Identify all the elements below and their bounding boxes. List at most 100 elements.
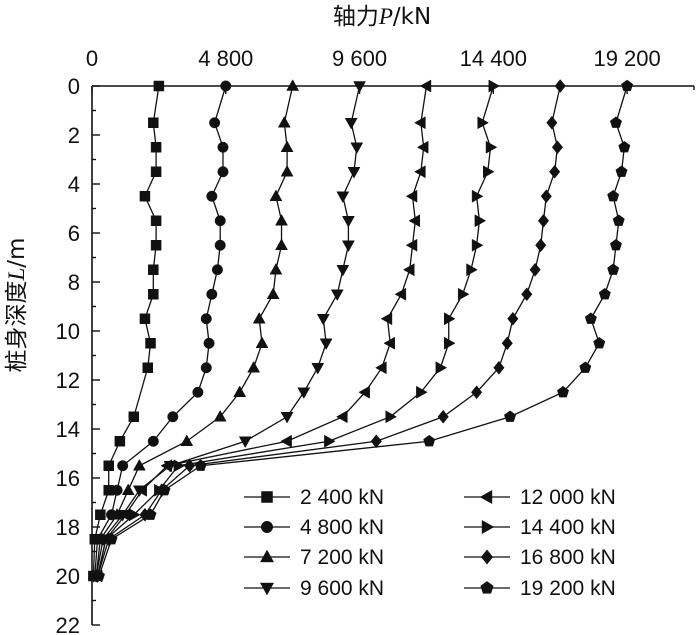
legend-label: 9 600 kN [300, 577, 384, 600]
marker-triangle-down [319, 338, 333, 351]
marker-pentagon [598, 287, 611, 300]
marker-triangle-up [247, 360, 261, 373]
marker-circle [220, 80, 232, 92]
marker-circle [260, 520, 274, 534]
legend-item: 9 600 kN [244, 577, 384, 600]
legend-label: 7 200 kN [300, 546, 384, 569]
marker-triangle-up [275, 238, 288, 250]
marker-triangle-up [233, 385, 247, 397]
y-tick-label: 8 [68, 270, 80, 295]
marker-pentagon [144, 508, 157, 520]
series-8 [92, 79, 634, 582]
x-axis-title: 轴力P/kN [333, 4, 431, 30]
marker-square [139, 191, 151, 202]
marker-triangle-down [316, 314, 330, 326]
marker-square [153, 80, 165, 92]
y-tick-label: 0 [68, 74, 80, 99]
marker-diamond [370, 434, 382, 449]
y-tick-label: 12 [56, 368, 80, 393]
x-tick-label: 14 400 [460, 46, 527, 71]
marker-pentagon [579, 361, 592, 373]
marker-triangle-left [280, 434, 292, 448]
marker-triangle-left [479, 489, 493, 505]
marker-pentagon [618, 140, 631, 153]
marker-triangle-right [485, 140, 498, 154]
marker-diamond [537, 213, 550, 228]
marker-triangle-up [269, 189, 283, 201]
marker-pentagon [607, 189, 620, 202]
marker-triangle-down [341, 240, 355, 253]
marker-triangle-left [414, 165, 426, 179]
marker-triangle-up [286, 79, 300, 91]
marker-triangle-left [414, 116, 426, 130]
legend-item: 19 200 kN [464, 577, 616, 600]
legend-label: 4 800 kN [300, 516, 384, 539]
legend-label: 16 800 kN [520, 546, 616, 569]
legend-item: 4 800 kN [244, 516, 384, 539]
marker-diamond [437, 409, 449, 424]
legend-item: 12 000 kN [464, 486, 616, 509]
marker-circle [206, 190, 218, 202]
marker-pentagon [584, 312, 597, 324]
marker-triangle-up [213, 409, 227, 422]
legend: 2 400 kN 4 800 kN 7 200 kN 9 600 kN 12 000 k… [244, 486, 616, 600]
y-tick-label: 14 [56, 417, 80, 442]
y-tick-label: 4 [68, 172, 80, 197]
y-tick-label: 16 [56, 466, 80, 491]
series-1 [88, 80, 165, 582]
legend-label: 19 200 kN [520, 577, 616, 600]
marker-circle [211, 264, 223, 276]
marker-triangle-down [330, 289, 344, 302]
marker-triangle-left [405, 238, 418, 252]
marker-pentagon [593, 336, 606, 349]
legend-item: 16 800 kN [464, 546, 616, 569]
marker-pentagon [621, 79, 634, 92]
marker-triangle-left [160, 459, 172, 473]
marker-square [150, 240, 162, 251]
series-line [92, 85, 160, 577]
marker-triangle-left [405, 189, 418, 203]
marker-diamond [493, 360, 505, 375]
series-line [94, 85, 227, 577]
marker-triangle-left [402, 263, 415, 277]
marker-triangle-right [173, 459, 186, 473]
marker-triangle-right [416, 385, 428, 399]
marker-diamond [549, 164, 561, 179]
marker-square [142, 362, 153, 373]
marker-triangle-up [280, 164, 294, 177]
marker-pentagon [423, 434, 436, 447]
series-3 [89, 79, 300, 581]
marker-diamond [551, 140, 564, 155]
marker-circle [203, 337, 215, 349]
marker-triangle-down [238, 436, 252, 449]
marker-triangle-up [277, 115, 291, 128]
marker-triangle-up [180, 434, 194, 446]
y-tick-label: 2 [68, 123, 80, 148]
marker-triangle-down [341, 216, 355, 228]
marker-triangle-up [255, 336, 269, 348]
marker-circle [206, 288, 218, 300]
marker-triangle-left [135, 483, 147, 497]
marker-circle [167, 411, 179, 423]
marker-triangle-down [259, 582, 275, 596]
marker-circle [147, 435, 159, 447]
series-2 [89, 80, 232, 582]
marker-circle [192, 386, 204, 398]
marker-triangle-right [129, 508, 141, 522]
marker-circle [117, 460, 129, 472]
marker-pentagon [504, 410, 517, 422]
marker-triangle-up [132, 458, 146, 471]
x-tick-label: 4 800 [198, 46, 253, 71]
marker-triangle-left [336, 410, 348, 424]
marker-pentagon [194, 459, 207, 471]
marker-pentagon [609, 116, 622, 128]
marker-triangle-right [474, 214, 487, 228]
marker-square [261, 491, 273, 503]
marker-triangle-right [385, 410, 397, 424]
x-tick-labels: 0 4 800 9 600 14 400 19 200 [86, 46, 661, 71]
marker-triangle-left [358, 385, 370, 399]
y-tick-labels: 0 2 4 6 8 10 12 14 16 18 20 22 [56, 74, 80, 635]
marker-square [139, 313, 151, 324]
marker-triangle-right [435, 361, 448, 375]
marker-triangle-up [275, 213, 288, 226]
